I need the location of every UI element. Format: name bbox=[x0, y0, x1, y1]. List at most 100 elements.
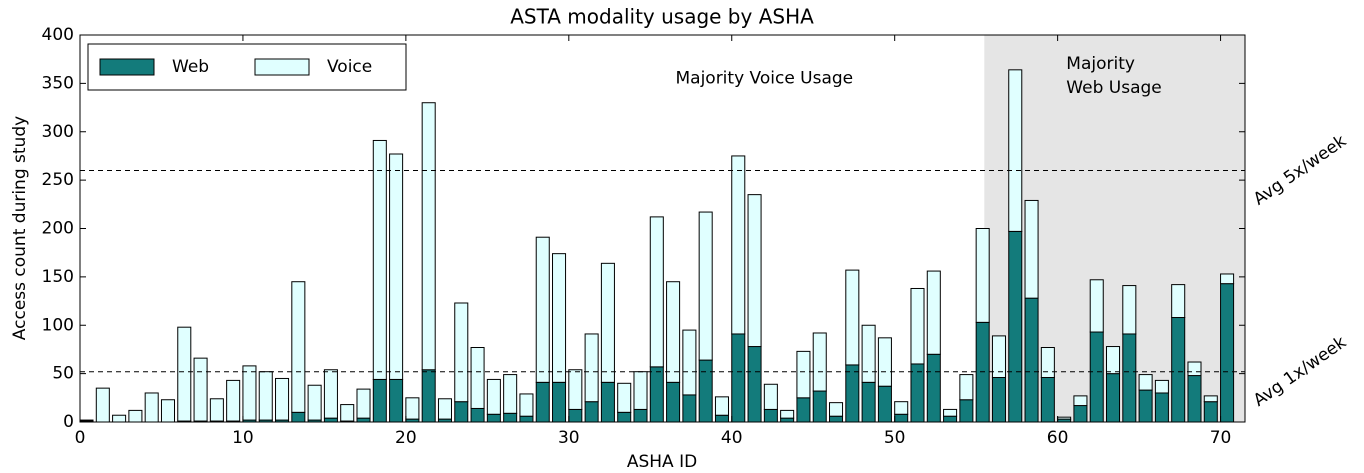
bar-segment bbox=[975, 228, 990, 323]
bar-segment bbox=[323, 417, 338, 423]
bar-segment bbox=[356, 388, 371, 419]
bar-segment bbox=[1106, 373, 1121, 423]
bar-segment bbox=[1203, 395, 1218, 403]
bar-segment bbox=[1073, 405, 1088, 423]
bar-segment bbox=[682, 329, 697, 396]
bar-segment bbox=[503, 374, 518, 414]
bar-segment bbox=[112, 414, 127, 423]
bar-segment bbox=[1089, 279, 1104, 333]
x-tick-label: 60 bbox=[1047, 428, 1069, 448]
bar-segment bbox=[1220, 283, 1235, 423]
bar-segment bbox=[1154, 392, 1169, 423]
bar-segment bbox=[389, 153, 404, 380]
bar-segment bbox=[177, 326, 192, 422]
bar-segment bbox=[812, 390, 827, 423]
bar-segment bbox=[780, 417, 795, 423]
bar-segment bbox=[747, 194, 762, 348]
y-tick-label: 250 bbox=[42, 170, 74, 190]
bar-segment bbox=[1220, 273, 1235, 285]
bar-segment bbox=[666, 281, 681, 383]
bar-segment bbox=[503, 412, 518, 423]
bar-segment bbox=[258, 371, 273, 421]
bar-segment bbox=[454, 302, 469, 403]
y-tick-label: 100 bbox=[42, 315, 74, 335]
bar-segment bbox=[535, 381, 550, 423]
bar-segment bbox=[861, 324, 876, 383]
bar-segment bbox=[1187, 375, 1202, 423]
bar-segment bbox=[698, 211, 713, 361]
bar-segment bbox=[845, 364, 860, 423]
bar-segment bbox=[991, 335, 1006, 378]
bar-segment bbox=[910, 287, 925, 365]
bar-segment bbox=[926, 270, 941, 355]
bar-segment bbox=[552, 253, 567, 383]
bar-segment bbox=[421, 102, 436, 371]
bar-segment bbox=[1040, 376, 1055, 423]
bar-segment bbox=[128, 409, 143, 423]
bar-segment bbox=[486, 378, 501, 415]
bar-segment bbox=[209, 398, 224, 422]
y-tick-label: 200 bbox=[42, 219, 74, 239]
x-tick-label: 40 bbox=[721, 428, 743, 448]
bar-segment bbox=[242, 365, 257, 421]
x-tick-label: 70 bbox=[1210, 428, 1232, 448]
bar-segment bbox=[421, 369, 436, 423]
bar-segment bbox=[1187, 361, 1202, 377]
bar-segment bbox=[747, 346, 762, 423]
bar-segment bbox=[323, 369, 338, 419]
bar-segment bbox=[617, 382, 632, 413]
bar-segment bbox=[470, 347, 485, 409]
bar-segment bbox=[568, 408, 583, 423]
bar-segment bbox=[437, 398, 452, 420]
x-tick-label: 10 bbox=[232, 428, 254, 448]
region-label: Web Usage bbox=[1066, 78, 1161, 98]
legend-swatch bbox=[254, 58, 310, 76]
bar-segment bbox=[894, 413, 909, 423]
bar-segment bbox=[1106, 346, 1121, 375]
bar-segment bbox=[1203, 401, 1218, 423]
bar-segment bbox=[731, 155, 746, 335]
bar-segment bbox=[372, 139, 387, 380]
bar-segment bbox=[568, 369, 583, 410]
bar-segment bbox=[405, 397, 420, 420]
bar-segment bbox=[600, 262, 615, 383]
legend-label: Voice bbox=[327, 57, 372, 77]
y-tick-label: 350 bbox=[42, 73, 74, 93]
bar-segment bbox=[1040, 347, 1055, 378]
legend: Web Voice bbox=[87, 43, 407, 91]
bar-segment bbox=[829, 402, 844, 417]
bar-segment bbox=[291, 411, 306, 423]
bar-segment bbox=[1154, 379, 1169, 394]
bar-segment bbox=[714, 396, 729, 416]
reference-label: Avg 5x/week bbox=[1250, 131, 1350, 210]
bar-segment bbox=[796, 397, 811, 423]
bar-segment bbox=[877, 337, 892, 387]
bar-segment bbox=[1138, 389, 1153, 423]
bar-segment bbox=[796, 350, 811, 399]
bar-segment bbox=[160, 399, 176, 423]
bar-segment bbox=[95, 387, 110, 423]
bar-segment bbox=[780, 409, 795, 419]
bar-segment bbox=[812, 332, 827, 392]
bar-segment bbox=[894, 401, 909, 415]
bar-segment bbox=[1122, 285, 1137, 335]
bar-segment bbox=[1073, 395, 1088, 407]
bar-segment bbox=[666, 381, 681, 423]
reference-label: Avg 1x/week bbox=[1250, 332, 1350, 411]
y-tick-label: 50 bbox=[52, 364, 74, 384]
chart-title: ASTA modality usage by ASHA bbox=[510, 5, 814, 29]
bar-segment bbox=[1024, 297, 1039, 423]
bar-segment bbox=[633, 371, 648, 410]
bar-segment bbox=[1122, 333, 1137, 423]
bar-segment bbox=[275, 377, 290, 421]
bar-segment bbox=[291, 281, 306, 413]
bar-segment bbox=[1024, 199, 1039, 299]
annotation: Majority Voice Usage bbox=[675, 69, 853, 89]
y-tick-label: 150 bbox=[42, 267, 74, 287]
y-axis-label: Access count during study bbox=[10, 116, 30, 340]
x-tick-label: 50 bbox=[884, 428, 906, 448]
bar-segment bbox=[519, 393, 534, 417]
bar-segment bbox=[649, 216, 664, 368]
bar-segment bbox=[226, 379, 241, 422]
